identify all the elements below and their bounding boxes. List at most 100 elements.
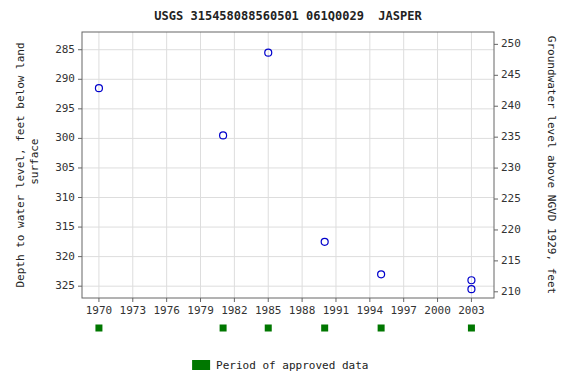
y-axis-label-line: Depth to water level, feet below land xyxy=(14,42,27,287)
y-tick-label: 310 xyxy=(55,191,75,204)
legend: Period of approved data xyxy=(192,359,368,372)
title: USGS 315458088560501 061Q0029 JASPER xyxy=(154,9,422,23)
y-grid-line xyxy=(82,79,494,80)
y-tick-label: 325 xyxy=(55,279,75,292)
y2-tick xyxy=(494,168,498,169)
y2-tick-label: 230 xyxy=(501,161,521,174)
y2-tick xyxy=(494,137,498,138)
x-tick xyxy=(132,298,133,302)
y2-tick-label: 220 xyxy=(501,223,521,236)
y-tick-label: 300 xyxy=(55,131,75,144)
chart: 1970197319761979198219851988199119941997… xyxy=(0,0,576,384)
y2-tick-label: 215 xyxy=(501,254,521,267)
y2-tick xyxy=(494,44,498,45)
legend-swatch xyxy=(192,360,210,370)
x-tick-label: 1970 xyxy=(86,304,113,317)
data-point xyxy=(95,85,102,92)
data-layer xyxy=(95,49,474,292)
x-tick xyxy=(335,298,336,302)
y-axis-label-line: surface xyxy=(28,139,41,192)
plot-background xyxy=(82,32,494,298)
x-tick-label: 1976 xyxy=(153,304,180,317)
y-grid-line xyxy=(82,167,494,168)
y2-tick xyxy=(494,229,498,230)
x-tick xyxy=(369,298,370,302)
x-grid-line xyxy=(132,32,133,298)
x-grid-line xyxy=(471,32,472,298)
x-grid-line xyxy=(335,32,336,298)
x-grid-line xyxy=(369,32,370,298)
x-tick-label: 1985 xyxy=(255,304,282,317)
data-point xyxy=(468,277,475,284)
y-tick-label: 285 xyxy=(55,43,75,56)
x-grid-line xyxy=(234,32,235,298)
y-tick xyxy=(78,256,82,257)
y-grid-line xyxy=(82,138,494,139)
approved-marker xyxy=(265,325,272,332)
approved-marker xyxy=(468,325,475,332)
x-grid-line xyxy=(403,32,404,298)
y2-tick xyxy=(494,199,498,200)
y-grid-line xyxy=(82,286,494,287)
y2-axis-label: Groundwater level above NGVD 1929, feet xyxy=(545,36,558,294)
x-tick-label: 2000 xyxy=(424,304,451,317)
y-axis-label: Depth to water level, feet below land su… xyxy=(14,42,41,287)
y-grid-line xyxy=(82,49,494,50)
y2-tick xyxy=(494,291,498,292)
x-tick xyxy=(200,298,201,302)
x-tick xyxy=(268,298,269,302)
y2-tick-label: 240 xyxy=(501,99,521,112)
x-tick xyxy=(166,298,167,302)
x-tick xyxy=(471,298,472,302)
x-grid-line xyxy=(166,32,167,298)
approved-marker xyxy=(220,325,227,332)
y-tick-label: 305 xyxy=(55,161,75,174)
data-point xyxy=(321,238,328,245)
y-tick-label: 320 xyxy=(55,250,75,263)
x-tick xyxy=(98,298,99,302)
x-tick xyxy=(437,298,438,302)
y-tick xyxy=(78,197,82,198)
y-grid-line xyxy=(82,197,494,198)
y-tick-label: 315 xyxy=(55,220,75,233)
y2-tick-label: 245 xyxy=(501,68,521,81)
y2-tick-label: 250 xyxy=(501,37,521,50)
y2-tick-label: 235 xyxy=(501,130,521,143)
x-tick-label: 1982 xyxy=(221,304,248,317)
x-tick-label: 2003 xyxy=(458,304,485,317)
x-grid-line xyxy=(98,32,99,298)
x-tick-label: 1973 xyxy=(120,304,147,317)
x-grid-line xyxy=(437,32,438,298)
approved-marker xyxy=(95,325,102,332)
x-tick xyxy=(234,298,235,302)
y2-tick xyxy=(494,75,498,76)
y-grid-line xyxy=(82,227,494,228)
y2-tick xyxy=(494,106,498,107)
x-tick-label: 1994 xyxy=(357,304,384,317)
data-point xyxy=(468,286,475,293)
x-tick xyxy=(403,298,404,302)
grid xyxy=(82,32,494,298)
y-tick-label: 290 xyxy=(55,72,75,85)
y2-tick-label: 210 xyxy=(501,285,521,298)
y-tick xyxy=(78,286,82,287)
y-tick xyxy=(78,167,82,168)
plot-frame xyxy=(82,32,494,298)
y2-tick xyxy=(494,260,498,261)
data-point xyxy=(265,49,272,56)
x-tick-label: 1991 xyxy=(323,304,350,317)
x-grid-line xyxy=(302,32,303,298)
y-tick xyxy=(78,79,82,80)
x-tick xyxy=(302,298,303,302)
x-grid-line xyxy=(200,32,201,298)
y-tick xyxy=(78,49,82,50)
data-point xyxy=(378,271,385,278)
y-tick xyxy=(78,138,82,139)
legend-label: Period of approved data xyxy=(216,359,368,372)
y-tick xyxy=(78,227,82,228)
x-grid-line xyxy=(268,32,269,298)
y-grid-line xyxy=(82,256,494,257)
y-tick xyxy=(78,108,82,109)
approved-marker xyxy=(378,325,385,332)
y2-tick-label: 225 xyxy=(501,192,521,205)
